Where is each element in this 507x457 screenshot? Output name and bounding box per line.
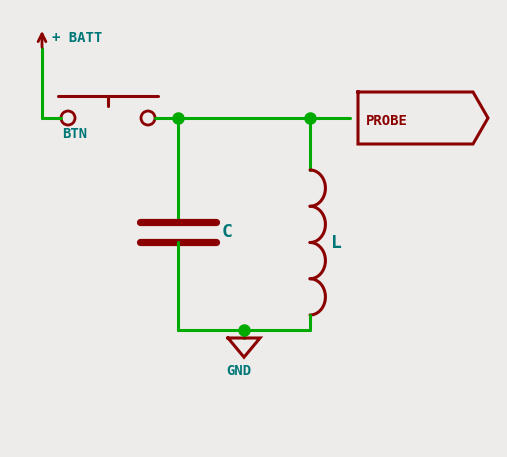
Text: GND: GND: [226, 364, 251, 378]
Text: + BATT: + BATT: [52, 31, 102, 45]
Text: L: L: [332, 234, 342, 251]
Text: C: C: [222, 223, 233, 241]
Text: PROBE: PROBE: [366, 114, 408, 128]
Text: BTN: BTN: [62, 127, 87, 141]
